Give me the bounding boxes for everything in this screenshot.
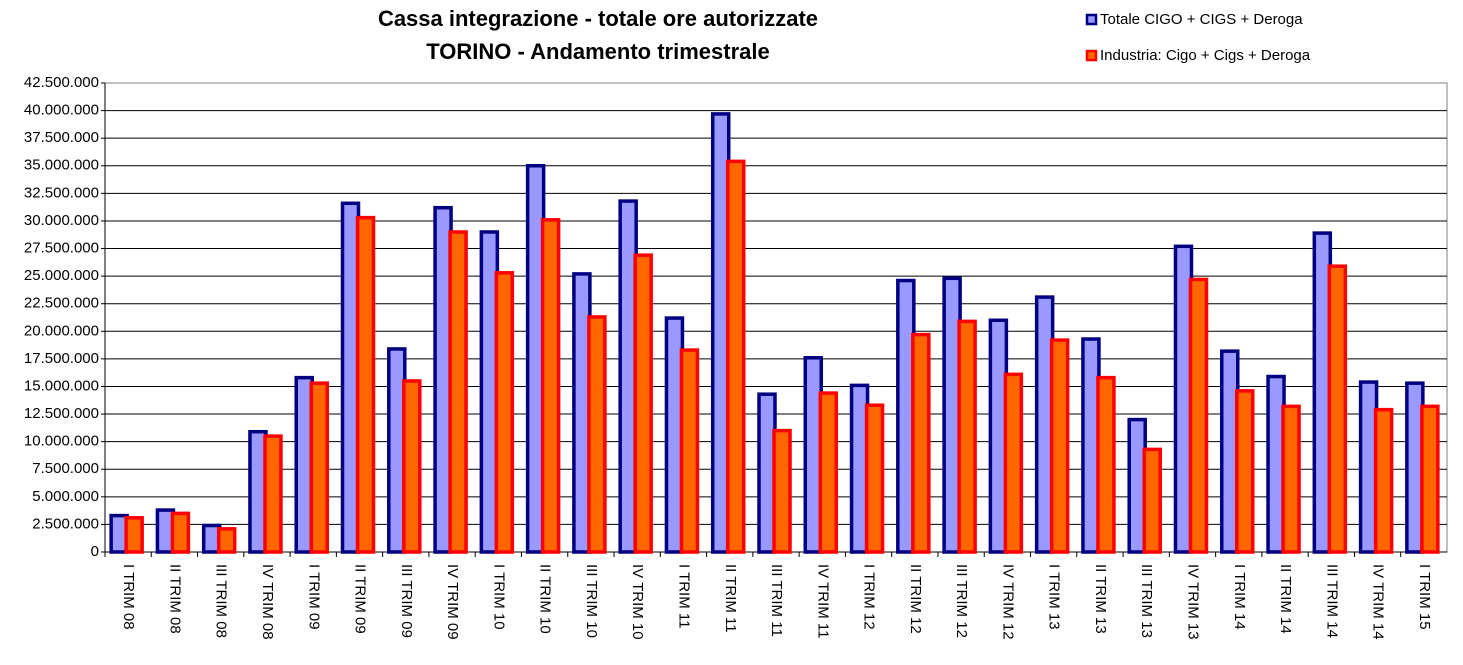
x-tick-label: III TRIM 12 bbox=[953, 564, 970, 638]
bar bbox=[957, 319, 977, 554]
legend-label: Totale CIGO + CIGS + Deroga bbox=[1100, 11, 1303, 28]
bar bbox=[864, 403, 885, 554]
bar bbox=[448, 230, 468, 554]
chart-title: Cassa integrazione - totale ore autorizz… bbox=[378, 6, 818, 31]
bar bbox=[124, 516, 144, 554]
y-tick-label: 20.000.000 bbox=[24, 322, 99, 339]
x-tick-label: II TRIM 09 bbox=[352, 564, 369, 634]
bar bbox=[355, 215, 376, 554]
bar bbox=[1373, 407, 1394, 554]
x-tick-label: IV TRIM 11 bbox=[814, 564, 831, 638]
x-tick-label: III TRIM 14 bbox=[1323, 564, 1340, 638]
x-tick-label: I TRIM 10 bbox=[490, 564, 507, 630]
y-tick-label: 15.000.000 bbox=[24, 377, 99, 394]
bar bbox=[309, 381, 329, 554]
bar bbox=[818, 391, 839, 554]
bar bbox=[494, 271, 515, 554]
legend-marker bbox=[1085, 49, 1098, 62]
bar bbox=[402, 379, 422, 554]
x-tick-label: IV TRIM 13 bbox=[1185, 564, 1202, 640]
bar bbox=[679, 348, 700, 554]
y-tick-label: 25.000.000 bbox=[24, 267, 99, 284]
bar bbox=[263, 434, 283, 554]
x-tick-label: I TRIM 13 bbox=[1046, 564, 1063, 630]
bar bbox=[170, 511, 191, 554]
y-tick-label: 12.500.000 bbox=[24, 405, 99, 422]
bar bbox=[1003, 372, 1024, 554]
x-tick-label: I TRIM 14 bbox=[1231, 564, 1248, 630]
x-tick-label: II TRIM 08 bbox=[166, 564, 183, 634]
y-tick-label: 35.000.000 bbox=[24, 157, 99, 174]
x-tick-label: II TRIM 14 bbox=[1277, 564, 1294, 634]
x-tick-label: III TRIM 09 bbox=[398, 564, 415, 638]
bar bbox=[216, 527, 237, 554]
bar bbox=[540, 218, 561, 554]
x-tick-label: II TRIM 12 bbox=[907, 564, 924, 634]
x-tick-label: III TRIM 13 bbox=[1138, 564, 1155, 638]
x-tick-label: I TRIM 12 bbox=[861, 564, 878, 630]
x-tick-label: II TRIM 11 bbox=[722, 564, 739, 633]
y-tick-label: 5.000.000 bbox=[32, 488, 99, 505]
x-tick-label: IV TRIM 08 bbox=[259, 564, 276, 640]
x-tick-label: III TRIM 11 bbox=[768, 564, 785, 637]
y-tick-label: 42.500.000 bbox=[24, 74, 99, 91]
x-tick-label: II TRIM 10 bbox=[537, 564, 554, 634]
x-tick-label: IV TRIM 09 bbox=[444, 564, 461, 640]
x-tick-label: I TRIM 09 bbox=[305, 564, 322, 630]
y-tick-label: 22.500.000 bbox=[24, 295, 99, 312]
legend-label: Industria: Cigo + Cigs + Deroga bbox=[1100, 47, 1311, 64]
y-tick-label: 2.500.000 bbox=[32, 515, 99, 532]
bar bbox=[1420, 404, 1440, 554]
bar bbox=[1188, 277, 1209, 554]
x-tick-label: III TRIM 10 bbox=[583, 564, 600, 638]
chart-title: TORINO - Andamento trimestrale bbox=[426, 39, 770, 64]
y-tick-label: 37.500.000 bbox=[24, 129, 99, 146]
y-tick-label: 7.500.000 bbox=[32, 460, 99, 477]
y-tick-label: 10.000.000 bbox=[24, 433, 99, 450]
bar bbox=[1327, 264, 1348, 554]
x-tick-label: IV TRIM 14 bbox=[1370, 564, 1387, 640]
bar bbox=[1281, 404, 1301, 554]
bar bbox=[1096, 375, 1116, 554]
x-tick-label: IV TRIM 12 bbox=[999, 564, 1016, 640]
bar bbox=[1235, 389, 1255, 554]
y-tick-label: 0 bbox=[91, 543, 99, 560]
x-tick-label: I TRIM 15 bbox=[1416, 564, 1433, 630]
x-tick-label: III TRIM 08 bbox=[213, 564, 230, 638]
x-tick-label: I TRIM 11 bbox=[675, 564, 692, 628]
bar bbox=[725, 159, 746, 554]
x-tick-label: II TRIM 13 bbox=[1092, 564, 1109, 634]
y-tick-label: 27.500.000 bbox=[24, 239, 99, 256]
y-tick-label: 30.000.000 bbox=[24, 212, 99, 229]
x-tick-label: IV TRIM 10 bbox=[629, 564, 646, 640]
bar bbox=[911, 332, 931, 554]
x-tick-label: I TRIM 08 bbox=[120, 564, 137, 630]
bar bbox=[1142, 447, 1162, 554]
bar bbox=[1049, 338, 1070, 554]
y-tick-label: 17.500.000 bbox=[24, 350, 99, 367]
y-tick-label: 32.500.000 bbox=[24, 184, 99, 201]
bar bbox=[772, 428, 792, 554]
bar bbox=[587, 315, 607, 554]
legend-marker bbox=[1085, 13, 1098, 26]
y-tick-label: 40.000.000 bbox=[24, 102, 99, 119]
bar bbox=[633, 253, 653, 554]
